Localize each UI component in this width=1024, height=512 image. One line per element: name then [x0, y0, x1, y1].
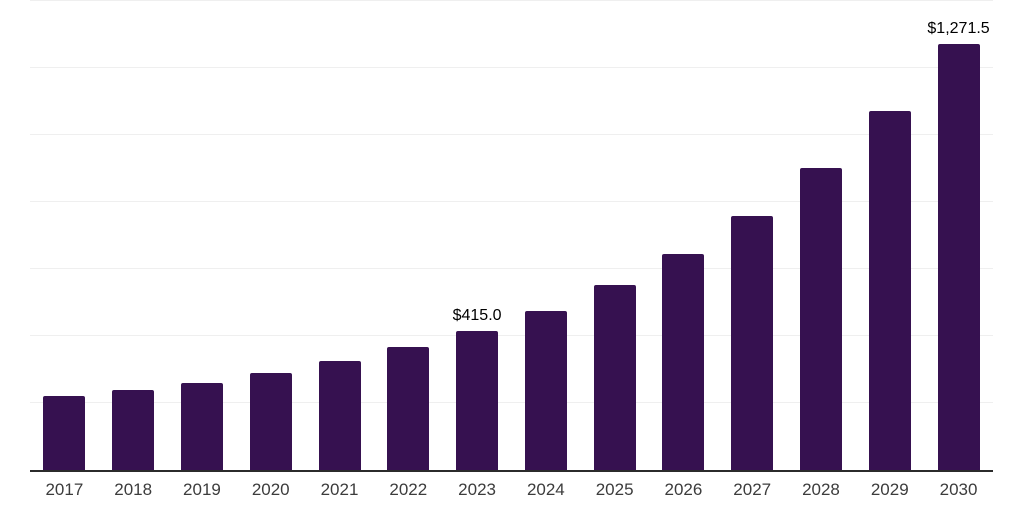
bar-cell-2027 — [718, 1, 787, 470]
data-label-2030: $1,271.5 — [927, 20, 990, 37]
gridline-200 — [30, 402, 993, 403]
x-axis-line — [30, 470, 993, 472]
x-tick-label-2018: 2018 — [114, 480, 153, 499]
bar-cell-2024 — [511, 1, 580, 470]
bar-cell-2025 — [580, 1, 649, 470]
x-tick-label-2024: 2024 — [526, 480, 565, 499]
bar-cell-2020 — [236, 1, 305, 470]
x-tick-label-2022: 2022 — [389, 480, 428, 499]
x-tick-label-2019: 2019 — [183, 480, 221, 499]
gridline-800 — [30, 201, 993, 202]
bar-cell-2028 — [787, 1, 856, 470]
bar-2026[interactable] — [662, 254, 705, 470]
bar-2020[interactable] — [249, 373, 292, 470]
bar-cell-2022 — [374, 1, 443, 470]
bar-2019[interactable] — [180, 383, 223, 470]
bars-container: $415.0 $1,271.5 — [30, 1, 993, 470]
bar-2027[interactable] — [731, 216, 774, 470]
bar-cell-2030: $1,271.5 — [924, 1, 993, 470]
data-label-2023: $415.0 — [452, 307, 502, 324]
x-tick-label-2030: 2030 — [939, 480, 978, 499]
x-tick-label-2025: 2025 — [595, 480, 634, 499]
x-axis-labels: 2017 2018 2019 2020 2021 2022 2023 2024 2025 2026… — [30, 479, 993, 501]
x-tick-label-2017: 2017 — [45, 480, 84, 499]
gridline-1000 — [30, 134, 993, 135]
bar-cell-2026 — [649, 1, 718, 470]
bar-cell-2019 — [168, 1, 237, 470]
bar-2024[interactable] — [524, 311, 567, 470]
x-tick-label-2020: 2020 — [251, 480, 290, 499]
gridline-400 — [30, 335, 993, 336]
bar-cell-2017 — [30, 1, 99, 470]
bar-cell-2021 — [305, 1, 374, 470]
x-tick-label-2029: 2029 — [870, 480, 909, 499]
x-tick-label-2021: 2021 — [320, 480, 359, 499]
bar-2023[interactable] — [456, 331, 499, 470]
bar-2025[interactable] — [593, 285, 636, 470]
x-tick-label-2023: 2023 — [458, 480, 496, 499]
bar-cell-2018 — [99, 1, 168, 470]
x-tick-label-2027: 2027 — [733, 480, 772, 499]
plot-area: $415.0 $1,271.5 — [30, 0, 993, 472]
gridline-1400 — [30, 0, 993, 1]
bar-2022[interactable] — [387, 347, 430, 470]
bar-2029[interactable] — [868, 111, 911, 470]
gridline-1200 — [30, 67, 993, 68]
bar-2028[interactable] — [799, 168, 842, 470]
x-tick-label-2028: 2028 — [802, 480, 840, 499]
gridline-600 — [30, 268, 993, 269]
bar-2021[interactable] — [318, 361, 361, 470]
bar-cell-2023: $415.0 — [443, 1, 512, 470]
x-tick-label-2026: 2026 — [664, 480, 703, 499]
bar-cell-2029 — [855, 1, 924, 470]
bar-2030[interactable] — [937, 44, 980, 470]
bar-2018[interactable] — [112, 390, 155, 470]
bar-2017[interactable] — [43, 396, 86, 470]
